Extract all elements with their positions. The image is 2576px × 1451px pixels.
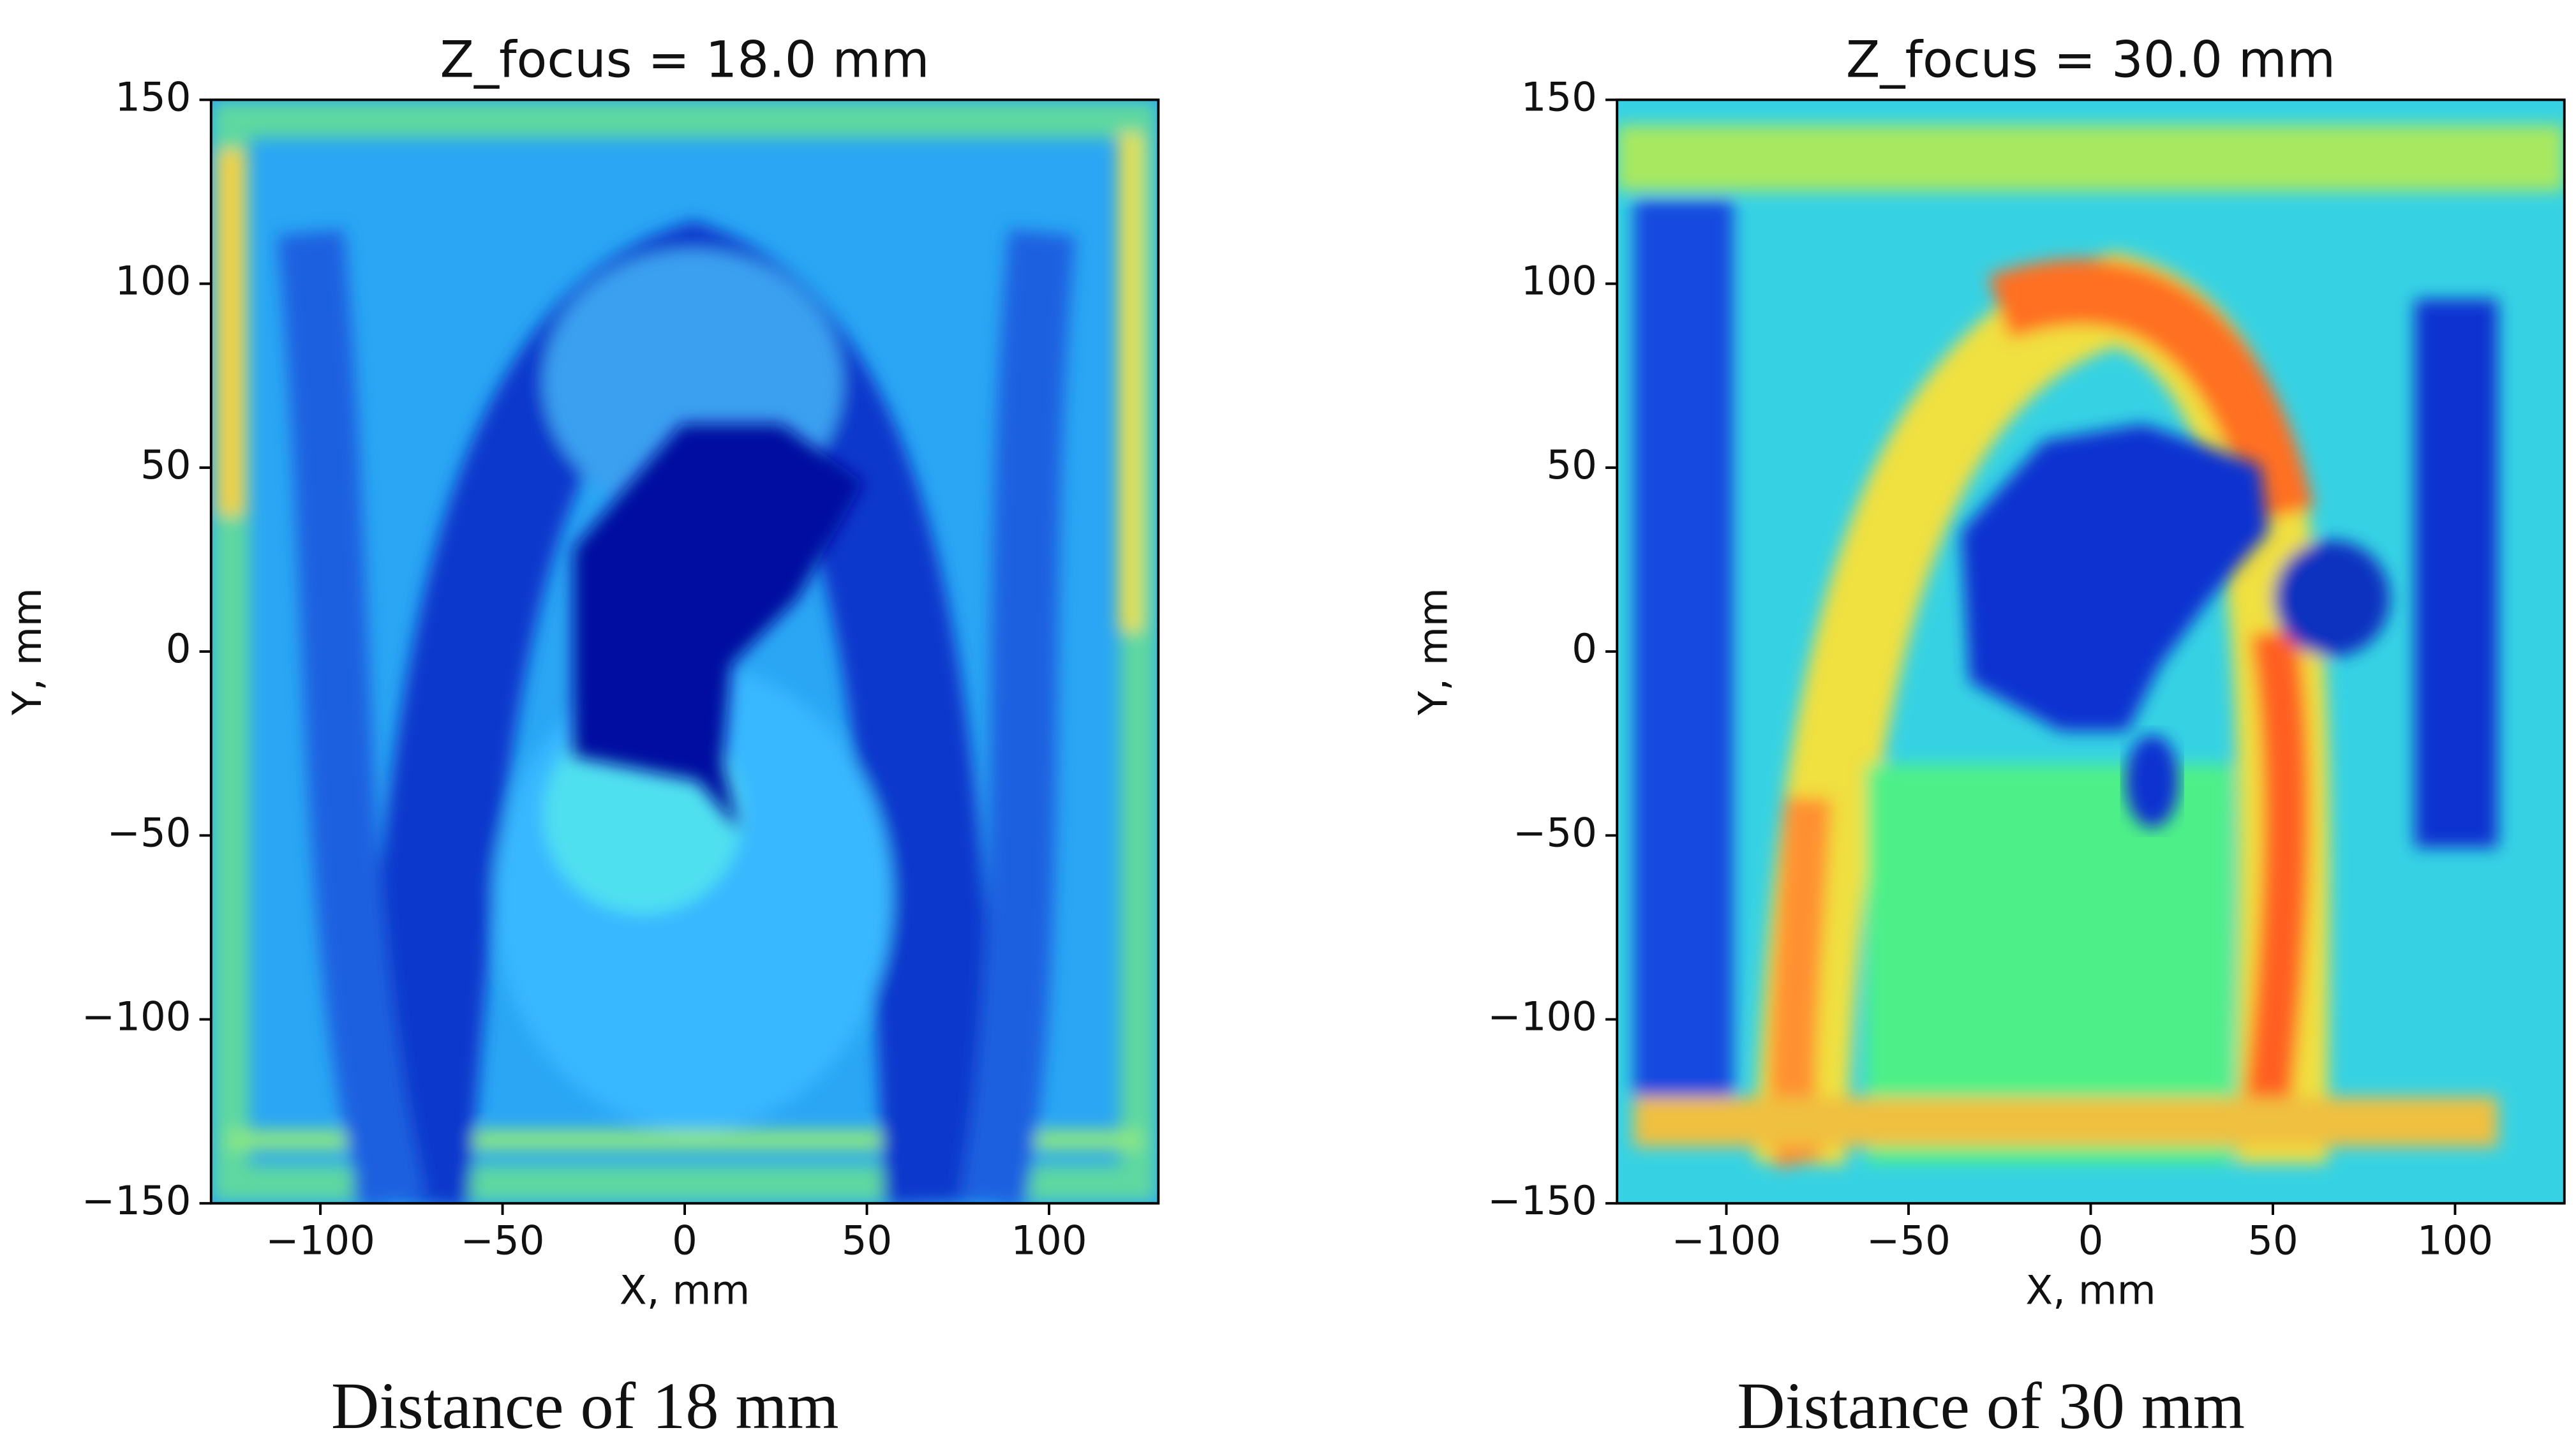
y-tick-label: 100 [115, 258, 191, 304]
caption: Distance of 30 mm [1737, 1369, 2245, 1443]
y-tick-label: −50 [1513, 809, 1597, 856]
heatmap-image [211, 100, 1159, 1203]
chart-title: Z_focus = 18.0 mm [440, 31, 929, 89]
y-axis-label: Y, mm [1410, 588, 1456, 716]
y-tick-label: 50 [1546, 442, 1597, 488]
x-tick-label: 50 [842, 1217, 893, 1263]
y-tick-label: 150 [1521, 73, 1597, 120]
x-axis-label: X, mm [620, 1267, 750, 1314]
y-axis-label: Y, mm [4, 588, 50, 716]
y-tick-label: 150 [115, 73, 191, 120]
heatmap-image [1617, 100, 2565, 1203]
x-tick-label: 0 [2078, 1217, 2104, 1263]
y-tick-label: 50 [140, 442, 191, 488]
y-tick-label: −150 [1487, 1177, 1597, 1224]
chart-title: Z_focus = 30.0 mm [1846, 31, 2335, 89]
x-tick-label: 100 [2417, 1217, 2493, 1263]
y-tick-label: 100 [1521, 258, 1597, 304]
y-tick-label: −50 [107, 809, 191, 856]
caption: Distance of 18 mm [331, 1369, 839, 1443]
x-tick-label: −50 [461, 1217, 545, 1263]
x-tick-label: −100 [1672, 1217, 1782, 1263]
y-tick-label: −100 [82, 993, 191, 1040]
x-tick-label: 0 [672, 1217, 697, 1263]
y-tick-label: −100 [1487, 993, 1597, 1040]
x-tick-label: 100 [1011, 1217, 1087, 1263]
x-tick-label: −50 [1866, 1217, 1951, 1263]
x-tick-label: 50 [2247, 1217, 2298, 1263]
y-tick-label: −150 [82, 1177, 191, 1224]
x-axis-label: X, mm [2025, 1267, 2155, 1314]
y-tick-label: 0 [1572, 625, 1597, 672]
y-tick-label: 0 [166, 625, 191, 672]
x-tick-label: −100 [265, 1217, 375, 1263]
